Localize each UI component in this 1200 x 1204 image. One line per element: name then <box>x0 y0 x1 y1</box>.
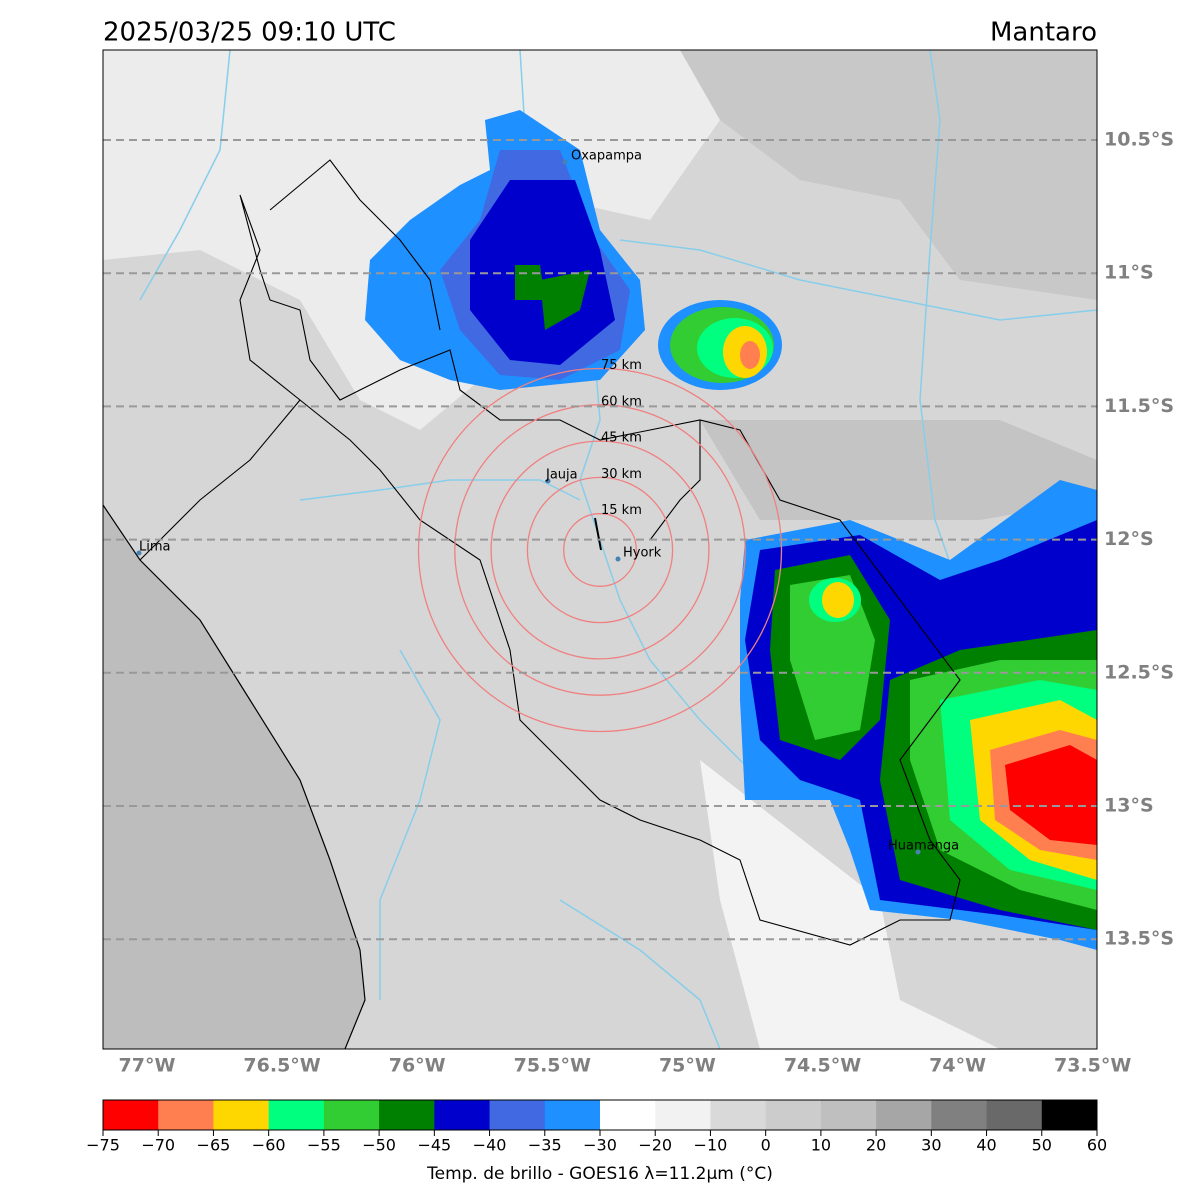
colorbar-tick-label: 30 <box>921 1136 941 1155</box>
colorbar-tick-label: −30 <box>583 1136 617 1155</box>
colorbar-tick-label: 20 <box>866 1136 886 1155</box>
cloud-north <box>365 110 645 390</box>
region-name: Mantaro <box>990 18 1097 48</box>
place-marker <box>915 849 921 855</box>
lon-label: 75.5°W <box>514 1055 591 1077</box>
colorbar-tick-label: −20 <box>638 1136 672 1155</box>
lon-label: 73.5°W <box>1054 1055 1131 1077</box>
terrain <box>680 50 1097 300</box>
ring-label: 75 km <box>601 358 642 373</box>
colorbar-swatch <box>379 1100 435 1130</box>
colorbar-swatch <box>1041 1100 1098 1130</box>
range-rings: 15 km 30 km 45 km 60 km 75 km <box>417 358 783 733</box>
colorbar-tick-label: −55 <box>307 1136 341 1155</box>
colorbar-tick-label: −10 <box>694 1136 728 1155</box>
colorbar-swatch <box>600 1100 656 1130</box>
graticule <box>103 139 1097 941</box>
range-ring <box>454 404 746 696</box>
colorbar-tick-label: −35 <box>528 1136 562 1155</box>
lon-label: 77°W <box>119 1055 176 1077</box>
place-label: Hyork <box>623 546 662 561</box>
cloud-cell <box>658 300 782 390</box>
range-ring <box>526 476 674 624</box>
place-marker <box>615 556 621 562</box>
place-marker <box>545 478 551 484</box>
colorbar-swatch <box>434 1100 491 1130</box>
place-marker <box>136 550 142 556</box>
colorbar-swatch <box>323 1100 380 1130</box>
colorbar-tick-label: −65 <box>197 1136 231 1155</box>
lon-label: 76°W <box>389 1055 446 1077</box>
colorbar-swatch <box>710 1100 767 1130</box>
colorbar-tick-label: 10 <box>811 1136 831 1155</box>
lat-label: 13.5°S <box>1104 928 1174 950</box>
lon-label: 75°W <box>659 1055 716 1077</box>
lon-label: 74.5°W <box>784 1055 861 1077</box>
colorbar-tick-label: −70 <box>141 1136 175 1155</box>
place-label: Huamanga <box>888 839 959 854</box>
colorbar-tick-label: 60 <box>1087 1136 1107 1155</box>
colorbar-swatch <box>158 1100 214 1130</box>
ocean <box>103 505 365 1049</box>
terrain <box>700 420 1097 520</box>
place-label: Jauja <box>545 468 578 483</box>
ring-label: 30 km <box>601 467 642 482</box>
colorbar-swatch <box>544 1100 601 1130</box>
colorbar-tick-label: −50 <box>362 1136 396 1155</box>
colorbar-swatch <box>213 1100 270 1130</box>
colorbar-tick-label: −75 <box>86 1136 120 1155</box>
colorbar-tick-label: −60 <box>252 1136 286 1155</box>
lat-label: 10.5°S <box>1104 129 1174 151</box>
warm-cloud <box>700 760 1000 1049</box>
colorbar-tick-label: 40 <box>976 1136 996 1155</box>
ring-label: 45 km <box>601 431 642 446</box>
colorbar-swatch <box>931 1100 988 1130</box>
colorbar-swatch <box>655 1100 711 1130</box>
place-label: Oxapampa <box>571 149 642 164</box>
lat-label: 12°S <box>1104 528 1154 550</box>
lat-label: 12.5°S <box>1104 661 1174 683</box>
map-frame <box>102 49 1098 1050</box>
ring-label: 60 km <box>601 394 642 409</box>
ring-label: 15 km <box>601 503 642 518</box>
colorbar-tick-label: −40 <box>473 1136 507 1155</box>
colorbar-swatch <box>103 1100 159 1130</box>
place-label: Lima <box>139 540 170 555</box>
lon-label: 76.5°W <box>243 1055 320 1077</box>
colorbar-label: Temp. de brillo - GOES16 λ=11.2μm (°C) <box>426 1164 773 1184</box>
cloud-east <box>740 480 1097 950</box>
coastline <box>103 504 366 1049</box>
lat-label: 11.5°S <box>1104 395 1174 417</box>
place-marker <box>562 159 568 165</box>
lat-label: 13°S <box>1104 795 1154 817</box>
colorbar-swatch <box>820 1100 877 1130</box>
colorbar-tick-label: 0 <box>761 1136 771 1155</box>
range-ring <box>417 367 783 733</box>
range-ring <box>563 513 637 587</box>
radar-beam <box>594 517 602 551</box>
range-ring <box>490 440 710 660</box>
map: 15 km 30 km 45 km 60 km 75 km <box>103 50 1097 1049</box>
colorbar-swatch <box>876 1100 932 1130</box>
basin-boundary <box>139 159 961 946</box>
colorbar-tick-label: 50 <box>1032 1136 1052 1155</box>
colorbar-tick-label: −45 <box>417 1136 451 1155</box>
colorbar-swatch <box>986 1100 1043 1130</box>
colorbar-swatch <box>765 1100 822 1130</box>
title: 2025/03/25 09:10 UTC <box>103 18 396 48</box>
lon-label: 74°W <box>929 1055 986 1077</box>
colorbar-swatch <box>489 1100 546 1130</box>
lat-label: 11°S <box>1104 262 1154 284</box>
colorbar-swatch <box>268 1100 325 1130</box>
